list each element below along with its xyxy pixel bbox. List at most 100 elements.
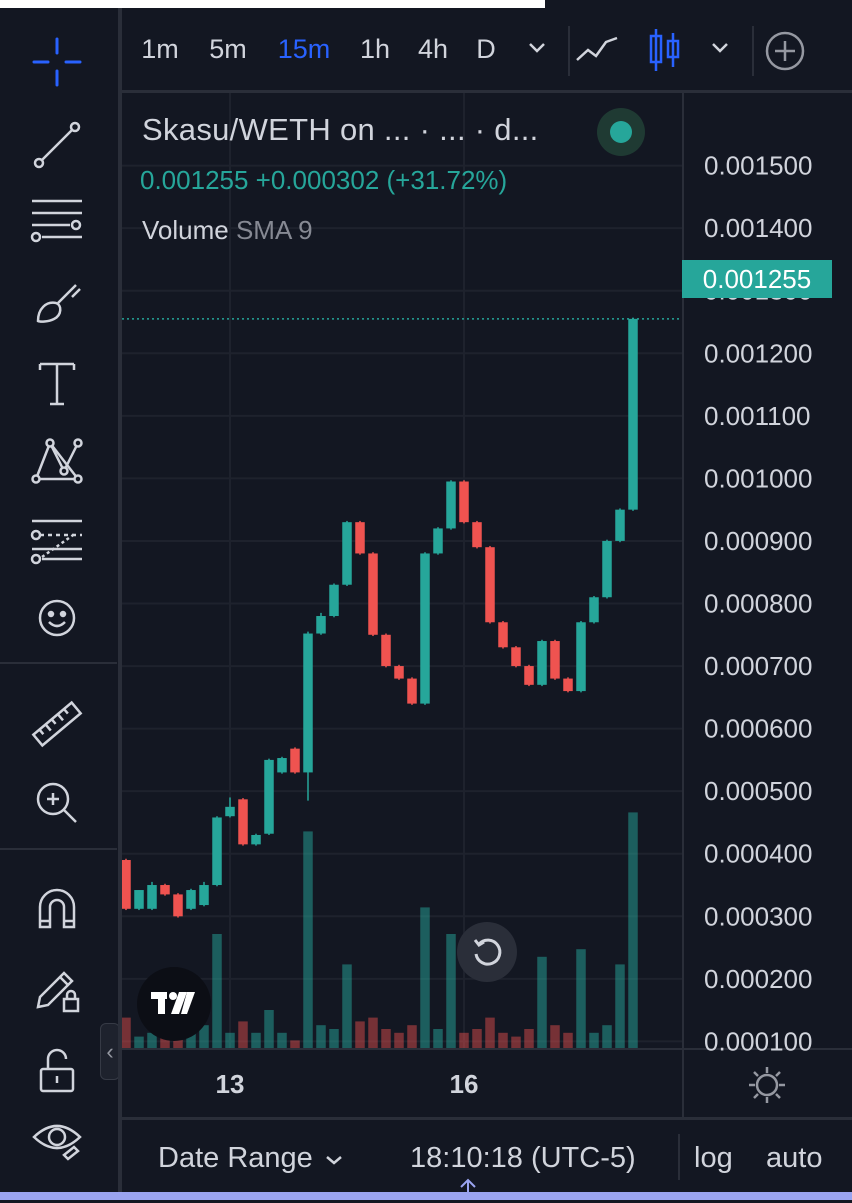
volume-indicator-legend[interactable]: Volume SMA 9	[142, 215, 313, 246]
timezone-clock[interactable]: 18:10:18 (UTC-5)	[410, 1142, 636, 1174]
candle-body	[459, 481, 469, 523]
candle-body	[628, 318, 638, 510]
price-tick-label: 0.000500	[704, 776, 812, 806]
volume-bar	[381, 1029, 391, 1048]
volume-bar	[316, 1025, 326, 1048]
log-scale-toggle[interactable]: log	[694, 1142, 733, 1174]
settings-gear-icon[interactable]	[745, 1063, 789, 1107]
header-divider	[122, 90, 852, 93]
toolbar-divider	[118, 8, 122, 1200]
volume-bar	[511, 1036, 521, 1048]
volume-bar	[134, 1036, 144, 1048]
candle-body	[251, 834, 261, 845]
interval-1h[interactable]: 1h	[359, 34, 391, 64]
time-axis[interactable]: 13 16	[216, 1069, 479, 1099]
chart-type-dropdown-chevron-icon[interactable]	[705, 33, 735, 63]
toolbar-separator	[0, 662, 117, 664]
candle-body	[602, 540, 612, 598]
candle-body	[420, 553, 430, 704]
crosshair-icon[interactable]	[14, 30, 100, 94]
bottom-toolbar: Date Range 18:10:18 (UTC-5) log auto	[122, 1117, 852, 1203]
reset-icon	[473, 938, 502, 966]
ruler-icon[interactable]	[14, 692, 100, 756]
bottom-separator	[678, 1134, 680, 1180]
candle-body	[511, 647, 521, 667]
candles-chart-type-icon[interactable]	[644, 25, 684, 75]
volume-bar	[186, 1029, 196, 1048]
volume-bar	[251, 1032, 261, 1048]
price-chart[interactable]: 0.0015000.0014000.0013000.0012000.001100…	[122, 93, 852, 1117]
interval-separator	[752, 26, 754, 76]
volume-bar	[537, 956, 547, 1048]
toolbar-separator	[0, 848, 117, 850]
zoom-in-icon[interactable]	[14, 771, 100, 835]
candle-body	[134, 890, 144, 909]
date-range-label: Date Range	[158, 1142, 313, 1174]
volume-bar	[122, 1017, 131, 1048]
lock-drawing-icon[interactable]	[14, 958, 100, 1022]
price-tick-label: 0.000100	[704, 1026, 812, 1056]
candle-body	[472, 522, 482, 548]
brush-icon[interactable]	[14, 270, 100, 334]
interval-5m[interactable]: 5m	[209, 34, 247, 64]
volume-bar	[615, 964, 625, 1048]
text-icon[interactable]	[14, 351, 100, 415]
fib-levels-icon[interactable]	[14, 188, 100, 252]
candle-body	[368, 553, 378, 635]
price-tick-label: 0.001100	[704, 401, 811, 431]
volume-bar	[407, 1025, 417, 1048]
candle-body	[303, 633, 313, 773]
volume-bar	[368, 1017, 378, 1048]
price-axis[interactable]: 0.0015000.0014000.0013000.0012000.001100…	[704, 151, 812, 1057]
interval-15m[interactable]: 15m	[277, 34, 331, 64]
candle-body	[316, 616, 326, 634]
candle-body	[122, 860, 131, 909]
magnet-icon[interactable]	[14, 878, 100, 942]
volume-bar	[628, 812, 638, 1048]
volume-bar	[563, 1032, 573, 1048]
candle-body	[160, 885, 170, 895]
candle-body	[446, 481, 456, 529]
volume-bar	[524, 1029, 534, 1048]
market-status-icon[interactable]	[597, 108, 645, 156]
tradingview-logo-icon[interactable]	[137, 967, 211, 1041]
auto-scale-toggle[interactable]: auto	[766, 1142, 823, 1174]
bottom-edge-strip	[0, 1192, 852, 1200]
candle-body	[342, 522, 352, 585]
volume-bar	[459, 1032, 469, 1048]
candle-body	[498, 622, 508, 648]
interval-dropdown-chevron-icon[interactable]	[522, 33, 552, 63]
collapse-toolbar-button[interactable]: ‹	[100, 1023, 120, 1080]
volume-bar	[277, 1032, 287, 1048]
reset-chart-button[interactable]	[457, 922, 517, 982]
symbol-title[interactable]: Skasu/WETH on ... · ... · d...	[142, 112, 539, 147]
candle-body	[615, 509, 625, 541]
volume-bar	[264, 1010, 274, 1048]
price-tick-label: 0.000700	[704, 651, 812, 681]
add-indicator-plus-icon[interactable]	[764, 30, 806, 72]
unlock-icon[interactable]	[14, 1038, 100, 1102]
emoji-icon[interactable]	[14, 586, 100, 650]
volume-bar	[485, 1017, 495, 1048]
volume-bar	[394, 1032, 404, 1048]
forecast-icon[interactable]	[14, 508, 100, 572]
pattern-icon[interactable]	[14, 428, 100, 492]
candle-body	[238, 799, 248, 845]
date-range-chevron-icon[interactable]	[322, 1148, 346, 1172]
eye-icon[interactable]	[14, 1108, 100, 1172]
candle-body	[485, 547, 495, 623]
candle-body	[433, 528, 443, 554]
candle-body	[537, 641, 547, 685]
line-chart-type-icon[interactable]	[574, 30, 620, 70]
candle-body	[550, 641, 560, 679]
interval-1m[interactable]: 1m	[141, 34, 179, 64]
candle-body	[147, 885, 157, 909]
trend-line-icon[interactable]	[14, 113, 100, 177]
volume-bar	[433, 1029, 443, 1048]
interval-d[interactable]: D	[476, 34, 496, 64]
volume-bar	[472, 1029, 482, 1048]
interval-4h[interactable]: 4h	[417, 34, 449, 64]
price-change-readout: 0.001255 +0.000302 (+31.72%)	[140, 165, 508, 195]
candle-body	[212, 817, 222, 886]
date-range-button[interactable]: Date Range	[158, 1142, 313, 1175]
